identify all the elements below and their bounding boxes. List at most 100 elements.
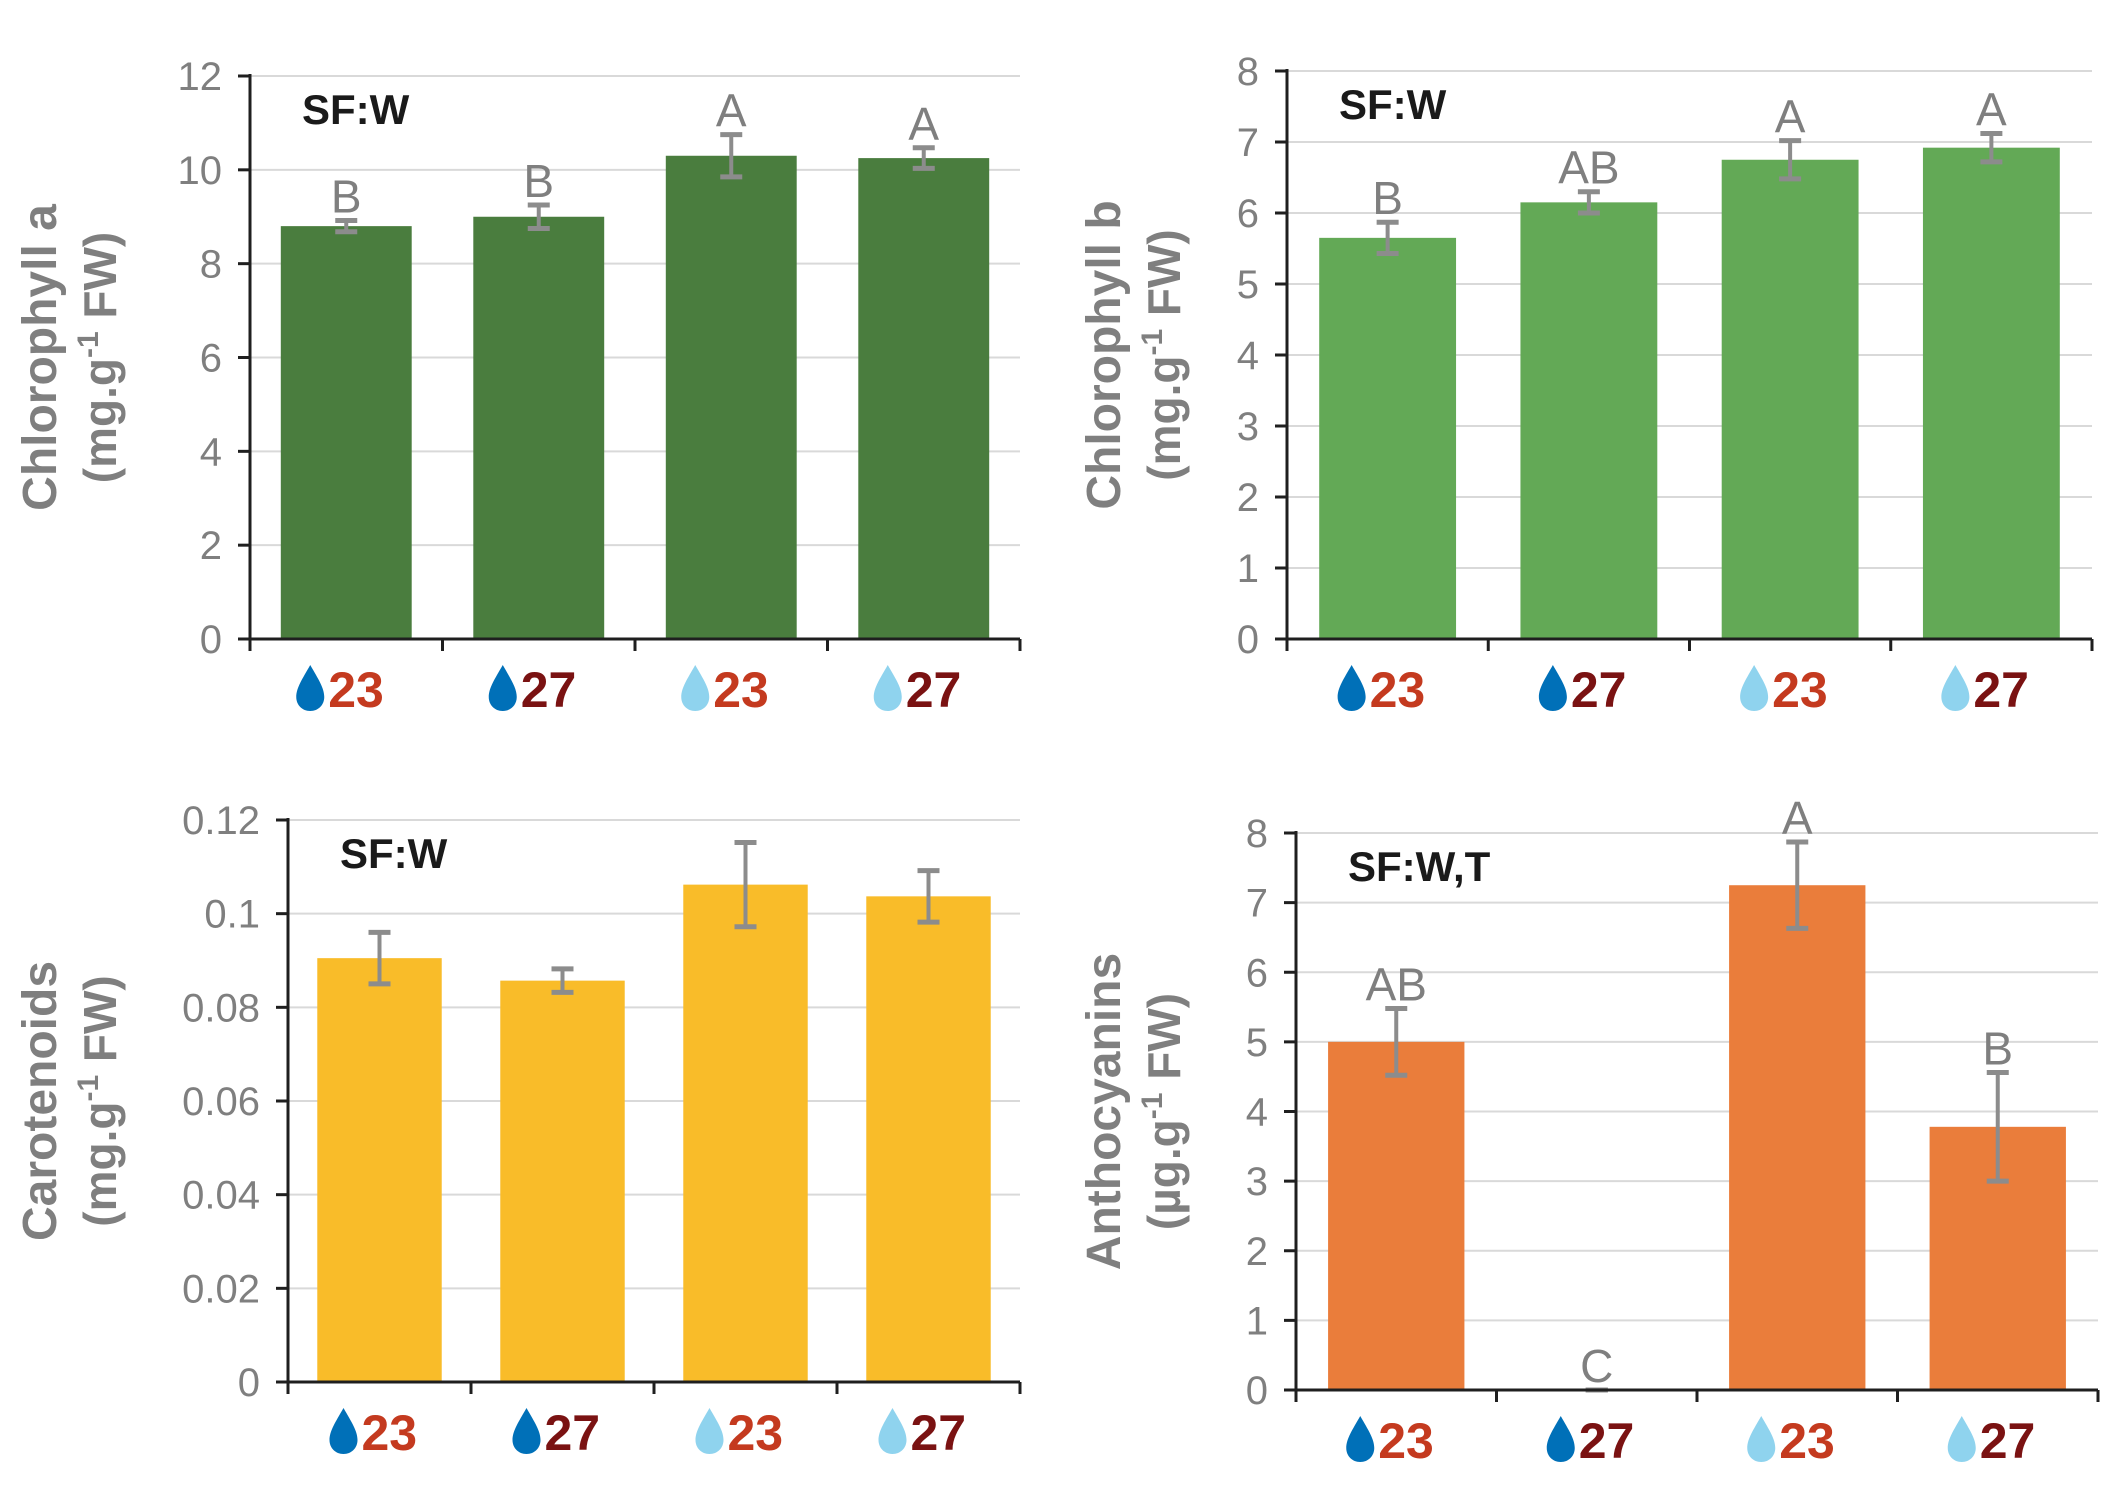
stats-annotation: SF:W bbox=[302, 86, 410, 133]
y-axis-unit-label: (mg.g-1 FW) bbox=[1136, 229, 1190, 481]
significance-label: A bbox=[1976, 83, 2007, 135]
water-drop-dark-icon bbox=[1337, 665, 1366, 711]
x-tick-label: 27 bbox=[1980, 1413, 2036, 1469]
x-tick-label: 27 bbox=[1571, 662, 1627, 718]
error-bar bbox=[527, 202, 550, 231]
chart-panel-carotenoids: 0 0.02 0.04 0.06 0.08 0.1 0.12 23 27 23 27 SF:W Caro… bbox=[0, 741, 1064, 1482]
y-axis-label: Chlorophyll a bbox=[14, 204, 67, 511]
x-tick-label: 23 bbox=[1378, 1413, 1434, 1469]
chart-carotenoids: 0 0.02 0.04 0.06 0.08 0.1 0.12 23 27 23 27 SF:W Caro… bbox=[14, 799, 1022, 1461]
water-drop-dark-icon bbox=[1546, 1416, 1575, 1462]
x-tick-label: 27 bbox=[911, 1405, 967, 1461]
water-drop-light-icon bbox=[681, 665, 710, 711]
bar bbox=[866, 896, 991, 1382]
y-tick-label: 5 bbox=[1237, 263, 1259, 307]
error-bar bbox=[1986, 1070, 2009, 1184]
water-drop-dark-icon bbox=[488, 665, 517, 711]
y-tick-label: 0.08 bbox=[182, 986, 260, 1030]
x-tick-label: 23 bbox=[1370, 662, 1426, 718]
y-tick-label: 4 bbox=[1246, 1091, 1268, 1135]
significance-label: B bbox=[523, 155, 554, 207]
error-bar bbox=[1376, 219, 1399, 256]
significance-label: AB bbox=[1366, 958, 1427, 1010]
y-tick-label: 8 bbox=[1237, 50, 1259, 94]
error-bar bbox=[912, 145, 935, 171]
water-drop-light-icon bbox=[695, 1408, 724, 1454]
error-bar bbox=[335, 218, 358, 235]
chart-chlorophyll-a: B B A A 0 2 4 6 8 10 12 23 27 23 27 SF:W Chlorophyll a (m… bbox=[14, 55, 1022, 718]
significance-label: A bbox=[716, 85, 747, 137]
x-tick-label: 23 bbox=[1779, 1413, 1835, 1469]
y-tick-label: 3 bbox=[1246, 1160, 1268, 1204]
y-axis-unit-label: (mg.g-1 FW) bbox=[72, 975, 126, 1227]
bar bbox=[280, 226, 412, 639]
bar bbox=[1721, 159, 1859, 639]
y-tick-label: 8 bbox=[200, 243, 222, 287]
water-drop-dark-icon bbox=[329, 1408, 358, 1454]
error-bar bbox=[917, 868, 940, 925]
water-drop-light-icon bbox=[1947, 1416, 1976, 1462]
significance-label: C bbox=[1580, 1340, 1613, 1392]
significance-label: A bbox=[1782, 792, 1813, 844]
y-axis-label: Carotenoids bbox=[14, 961, 67, 1241]
y-tick-label: 0.02 bbox=[182, 1267, 260, 1311]
significance-label: A bbox=[1775, 91, 1806, 143]
y-tick-label: 10 bbox=[178, 149, 223, 193]
x-tick-label: 23 bbox=[728, 1405, 784, 1461]
significance-label: B bbox=[1982, 1023, 2013, 1075]
significance-label: A bbox=[908, 98, 939, 150]
stats-annotation: SF:W bbox=[1339, 81, 1447, 128]
y-tick-label: 2 bbox=[1237, 476, 1259, 520]
chart-panel-chlorophyll-b: B AB A A 0 1 2 3 4 5 6 7 8 23 27 23 27 SF:W Chlorophyll b(… bbox=[1064, 0, 2128, 741]
bar bbox=[665, 155, 797, 639]
error-bar bbox=[720, 132, 743, 180]
y-tick-label: 0.1 bbox=[204, 893, 260, 937]
bar bbox=[1328, 1041, 1465, 1390]
bar bbox=[473, 216, 605, 639]
x-tick-label: 27 bbox=[1579, 1413, 1635, 1469]
water-drop-dark-icon bbox=[512, 1408, 541, 1454]
water-drop-light-icon bbox=[1747, 1416, 1776, 1462]
bar bbox=[1729, 885, 1866, 1390]
y-axis-label: Anthocyanins bbox=[1078, 953, 1131, 1270]
y-tick-label: 0 bbox=[1237, 618, 1259, 662]
error-bar bbox=[1786, 839, 1809, 931]
y-axis-label: Chlorophyll b bbox=[1078, 200, 1131, 509]
y-tick-label: 3 bbox=[1237, 405, 1259, 449]
x-tick-label: 23 bbox=[1772, 662, 1828, 718]
y-tick-label: 5 bbox=[1246, 1021, 1268, 1065]
chart-panel-chlorophyll-a: B B A A 0 2 4 6 8 10 12 23 27 23 27 SF:W Chlorophyll a (m… bbox=[0, 0, 1064, 741]
bar bbox=[1319, 237, 1457, 639]
y-tick-label: 2 bbox=[1246, 1230, 1268, 1274]
error-bar bbox=[734, 839, 757, 930]
significance-label: B bbox=[331, 171, 362, 223]
stats-annotation: SF:W bbox=[340, 830, 448, 877]
water-drop-dark-icon bbox=[296, 665, 325, 711]
error-bar bbox=[1779, 138, 1802, 182]
bar bbox=[500, 980, 625, 1382]
x-tick-label: 27 bbox=[545, 1405, 601, 1461]
significance-label: AB bbox=[1558, 142, 1619, 194]
y-tick-label: 0 bbox=[200, 618, 222, 662]
y-tick-label: 4 bbox=[1237, 334, 1259, 378]
y-tick-label: 12 bbox=[178, 55, 223, 99]
y-tick-label: 4 bbox=[200, 430, 222, 474]
chart-panel-anthocyanins: AB C A B 0 1 2 3 4 5 6 7 8 23 27 23 27 SF:W,T Anthocyanins… bbox=[1064, 741, 2128, 1482]
y-tick-label: 2 bbox=[200, 524, 222, 568]
y-tick-label: 0 bbox=[238, 1361, 260, 1405]
water-drop-dark-icon bbox=[1346, 1416, 1375, 1462]
error-bar bbox=[551, 966, 574, 995]
bar bbox=[1520, 202, 1658, 639]
water-drop-light-icon bbox=[1740, 665, 1769, 711]
water-drop-light-icon bbox=[878, 1408, 907, 1454]
x-tick-label: 23 bbox=[328, 662, 384, 718]
y-tick-label: 0 bbox=[1246, 1369, 1268, 1413]
y-tick-label: 0.04 bbox=[182, 1174, 260, 1218]
bar bbox=[317, 958, 442, 1382]
y-tick-label: 6 bbox=[200, 337, 222, 381]
x-tick-label: 23 bbox=[713, 662, 769, 718]
error-bar bbox=[1577, 189, 1600, 216]
error-bar bbox=[1385, 1005, 1408, 1078]
